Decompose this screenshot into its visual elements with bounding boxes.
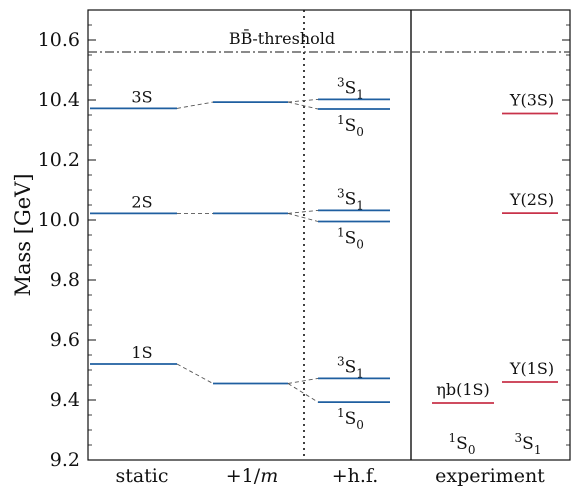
- hf-level-label: 3S1: [337, 186, 364, 212]
- level-connector: [287, 209, 319, 214]
- x-category-label: experiment: [435, 465, 545, 487]
- experiment-spin-label: 3S1: [515, 431, 542, 457]
- y-tick-label: 9.6: [50, 329, 80, 351]
- hf-level-label: 1S0: [337, 113, 364, 139]
- level-connector: [176, 101, 214, 109]
- plot-frame: [87, 9, 571, 461]
- level-connector: [287, 383, 319, 403]
- level-connector: [287, 98, 319, 103]
- y-tick-label: 10.0: [38, 209, 80, 231]
- level-connector: [287, 212, 319, 222]
- static-level-label: 3S: [131, 87, 152, 106]
- hf-level-label: 1S0: [337, 226, 364, 252]
- x-axis-categories: static +1/m +h.f. experiment: [115, 465, 545, 487]
- hf-level-label: 3S1: [337, 354, 364, 380]
- y-tick-label: 10.2: [38, 149, 80, 171]
- y-tick-label: 9.4: [50, 389, 80, 411]
- static-level-label: 2S: [131, 192, 152, 211]
- experiment-spin-label: 1S0: [449, 431, 476, 457]
- hf-level-label: 1S0: [337, 406, 364, 432]
- experiment-level-label: Υ(2S): [509, 190, 554, 209]
- static-level-label: 1S: [131, 343, 152, 362]
- y-tick-label: 9.2: [50, 449, 80, 471]
- level-connector: [287, 377, 319, 384]
- y-tick-label: 10.4: [38, 89, 80, 111]
- y-axis-ticks: 9.2 9.4 9.6 9.8 10.0 10.2 10.4 10.6: [38, 24, 570, 471]
- x-category-label: static: [115, 465, 168, 487]
- level-connector: [287, 101, 319, 110]
- experiment-level-label: Υ(3S): [509, 91, 554, 110]
- experiment-level-label: ηb(1S): [436, 380, 489, 399]
- experiment-level-label: Υ(1S): [509, 359, 554, 378]
- threshold-label: BB̄-threshold: [229, 27, 335, 48]
- hf-level-label: 3S1: [337, 75, 364, 101]
- x-category-label: +1/m: [226, 465, 278, 487]
- y-tick-label: 9.8: [50, 269, 80, 291]
- level-connector: [176, 363, 214, 384]
- chart-marks: BB̄-threshold 1S 2S 3S 3S1 1S0 3S1 1S0 3S1 1S0 ηb(…: [88, 10, 570, 460]
- y-tick-label: 10.6: [38, 29, 80, 51]
- y-axis-label: Mass [GeV]: [11, 173, 35, 296]
- x-category-label: +h.f.: [332, 465, 379, 487]
